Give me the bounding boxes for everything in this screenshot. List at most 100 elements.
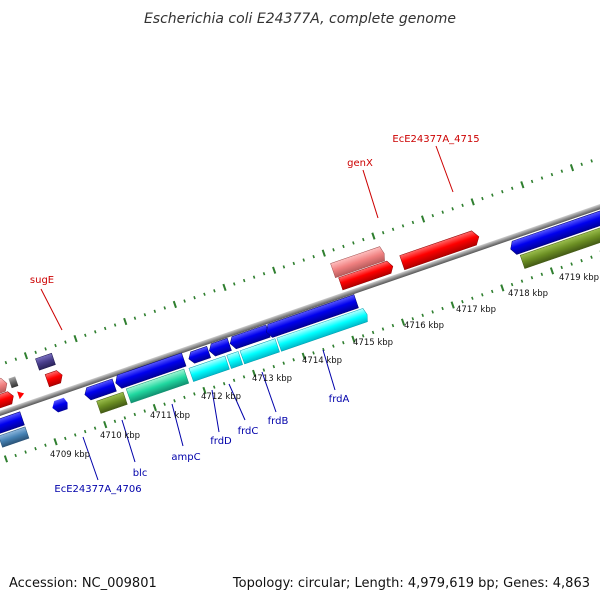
outer-ruler-tick	[114, 323, 116, 326]
outer-ruler-tick	[272, 267, 276, 274]
inner-ruler-tick	[223, 382, 225, 385]
outer-ruler-tick	[451, 207, 453, 210]
outer-ruler-tick	[352, 241, 354, 244]
gene-EcE24377A_4706[interactable]	[50, 397, 69, 414]
inner-ruler-tick	[233, 379, 235, 382]
inner-ruler-tick	[103, 421, 107, 428]
inner-ruler-tick	[163, 403, 165, 406]
inner-ruler-tick	[312, 351, 314, 354]
tick-label-4714: 4714 kbp	[302, 356, 342, 366]
leader-sugE	[41, 289, 62, 330]
inner-ruler-tick	[94, 426, 96, 429]
inner-ruler-tick	[541, 273, 543, 276]
genome-track	[0, 139, 600, 479]
inner-ruler-tick	[263, 368, 265, 371]
inner-ruler-tick	[143, 409, 145, 412]
inner-ruler-tick	[44, 444, 46, 447]
outer-ruler-tick	[441, 211, 443, 214]
outer-ruler-tick	[134, 316, 136, 319]
tick-label-4716: 4716 kbp	[404, 321, 444, 331]
outer-ruler-tick	[222, 284, 226, 291]
inner-ruler-tick	[4, 455, 8, 462]
outer-ruler-tick	[382, 231, 384, 234]
outer-ruler-tick	[421, 215, 425, 222]
outer-ruler-tick	[84, 334, 86, 337]
outer-ruler-tick	[481, 197, 483, 200]
outer-ruler-tick	[253, 275, 255, 278]
tick-label-4719: 4719 kbp	[559, 273, 599, 283]
inner-ruler-tick	[471, 297, 473, 300]
outer-ruler-tick	[154, 310, 156, 313]
outer-ruler-tick	[74, 335, 78, 342]
inner-ruler-tick	[372, 331, 374, 334]
inner-ruler-tick	[173, 399, 175, 402]
outer-ruler-tick	[5, 361, 7, 364]
inner-ruler-tick	[53, 438, 57, 445]
outer-ruler-tick	[362, 238, 364, 241]
inner-ruler-tick	[392, 324, 394, 327]
outer-ruler-tick	[173, 301, 177, 308]
label-ampC[interactable]: ampC	[171, 452, 200, 463]
inner-ruler-tick	[560, 266, 562, 269]
inner-ruler-tick	[282, 362, 284, 365]
inner-ruler-tick	[292, 358, 294, 361]
label-frdD[interactable]: frdD	[210, 436, 232, 447]
outer-ruler-tick	[54, 344, 56, 347]
label-sugE[interactable]: sugE	[30, 275, 54, 286]
gene-sugE[interactable]	[45, 369, 64, 387]
inner-ruler-tick	[243, 375, 245, 378]
label-frdA[interactable]: frdA	[329, 394, 350, 405]
inner-ruler-tick	[481, 293, 483, 296]
outer-ruler-tick	[164, 306, 166, 309]
inner-ruler-tick	[580, 259, 582, 262]
outer-ruler-tick	[24, 352, 28, 359]
inner-tick-ruler	[0, 226, 600, 479]
inner-ruler-tick	[550, 267, 554, 274]
outer-ruler-tick	[213, 289, 215, 292]
tick-label-4710: 4710 kbp	[100, 431, 140, 441]
inner-ruler-tick	[451, 301, 455, 308]
gene-frdC[interactable]	[227, 351, 243, 368]
outer-ruler-tick	[501, 190, 503, 193]
forward-gene-gray-left[interactable]	[8, 376, 18, 388]
genome-summary-text: Topology: circular; Length: 4,979,619 bp…	[232, 576, 590, 591]
inner-ruler-tick	[531, 276, 533, 279]
map-title: Escherichia coli E24377A, complete genom…	[144, 11, 456, 27]
outer-ruler-tick	[531, 180, 533, 183]
outer-ruler-tick	[342, 245, 344, 248]
outer-ruler-tick	[402, 224, 404, 227]
inner-ruler-tick	[14, 454, 16, 457]
label-frdB[interactable]: frdB	[268, 416, 289, 427]
outer-ruler-tick	[551, 173, 553, 176]
inner-ruler-tick	[74, 433, 76, 436]
inner-ruler-tick	[332, 344, 334, 347]
outer-ruler-tick	[64, 340, 66, 343]
forward-gene-slate[interactable]	[35, 353, 55, 370]
forward-gene-red-small[interactable]	[17, 390, 25, 400]
outer-ruler-tick	[263, 272, 265, 275]
outer-ruler-tick	[561, 170, 563, 173]
outer-ruler-tick	[303, 258, 305, 261]
label-EcE24377A_4706[interactable]: EcE24377A_4706	[54, 484, 141, 495]
outer-ruler-tick	[471, 198, 475, 205]
outer-ruler-tick	[432, 214, 434, 217]
leader-frdC	[229, 384, 245, 420]
tick-label-4711: 4711 kbp	[150, 411, 190, 421]
outer-ruler-tick	[511, 187, 513, 190]
label-genX[interactable]: genX	[347, 158, 373, 169]
outer-ruler-tick	[590, 159, 592, 162]
label-frdC[interactable]: frdC	[238, 426, 259, 437]
inner-ruler-tick	[193, 392, 195, 395]
inner-ruler-tick	[114, 420, 116, 423]
outer-ruler-tick	[322, 250, 326, 257]
outer-ruler-tick	[412, 221, 414, 224]
accession-text: Accession: NC_009801	[9, 576, 157, 591]
label-blc[interactable]: blc	[133, 468, 148, 479]
outer-ruler-tick	[233, 282, 235, 285]
label-EcE24377A_4715[interactable]: EcE24377A_4715	[392, 134, 479, 145]
reverse-strand-features	[0, 208, 600, 450]
inner-ruler-tick	[273, 365, 275, 368]
inner-ruler-tick	[441, 307, 443, 310]
leader-genX	[363, 170, 378, 218]
